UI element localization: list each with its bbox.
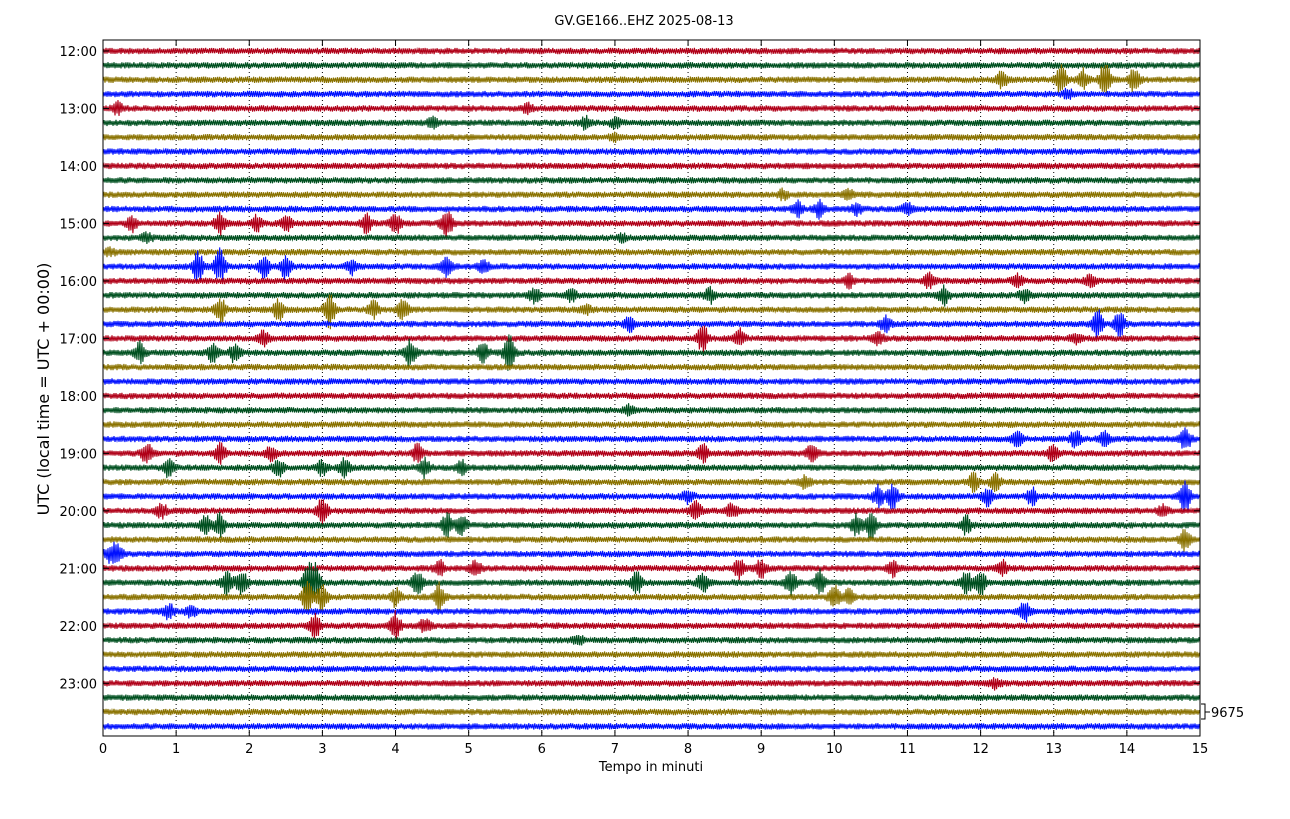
y-axis-label: UTC (local time = UTC + 00:00) [34,263,53,516]
trace-row-1900 [102,441,1201,465]
trace-row-1545 [102,247,1201,282]
trace-row-2200 [102,610,1201,642]
trace-row-2045 [102,541,1201,564]
x-tick-label: 5 [465,742,473,757]
y-tick-label: 17:00 [60,332,97,347]
x-tick-label: 6 [538,742,546,757]
trace-row-2230 [102,650,1201,659]
trace-row-1215 [102,61,1201,70]
scale-bar-label: 9675 [1211,706,1244,721]
x-tick-label: 10 [826,742,843,757]
x-tick-label: 9 [757,742,765,757]
trace-row-1615 [102,284,1201,307]
x-tick-label: 13 [1045,742,1062,757]
trace-row-1815 [102,403,1201,417]
y-tick-label: 21:00 [60,562,97,577]
trace-row-1400 [102,161,1201,170]
trace-row-1915 [102,456,1201,480]
trace-row-1800 [102,391,1201,400]
trace-row-1515 [102,231,1201,245]
trace-row-1300 [102,100,1201,116]
x-tick-label: 11 [899,742,916,757]
y-tick-label: 20:00 [60,505,97,520]
trace-row-1330 [102,131,1201,144]
trace-row-1845 [102,427,1201,449]
x-tick-label: 3 [318,742,326,757]
trace-row-2245 [102,664,1201,673]
trace-row-2330 [102,707,1201,717]
trace-row-2300 [102,677,1201,691]
y-tick-label: 23:00 [60,677,97,692]
trace-row-2100 [102,558,1201,581]
x-axis-ticks: 0 1 2 3 4 5 6 7 8 9 10 11 12 13 14 15 [99,40,1208,757]
seismic-traces [102,46,1201,731]
x-tick-label: 1 [172,742,180,757]
x-tick-label: 2 [245,742,253,757]
trace-row-1745 [102,377,1201,386]
trace-row-2315 [102,693,1201,702]
trace-row-1945 [102,480,1201,514]
y-tick-label: 19:00 [60,447,97,462]
x-tick-label: 0 [99,742,107,757]
trace-row-2130 [102,580,1201,615]
y-tick-label: 18:00 [60,390,97,405]
trace-row-1200 [102,46,1201,56]
trace-row-1230 [102,64,1201,95]
y-tick-label: 12:00 [60,45,97,60]
trace-row-1445 [102,198,1201,220]
x-axis-label: Tempo in minuti [598,760,703,775]
y-tick-label: 22:00 [60,620,97,635]
trace-row-2015 [102,511,1201,541]
trace-row-1315 [102,114,1201,131]
y-tick-label: 16:00 [60,275,97,290]
trace-row-2115 [102,561,1201,603]
trace-row-2145 [102,602,1201,623]
trace-row-1630 [102,294,1201,330]
trace-row-1715 [102,334,1201,371]
grid-lines [175,40,1128,736]
trace-row-1245 [102,87,1201,100]
trace-row-1430 [102,187,1201,202]
trace-row-1530 [102,246,1201,258]
trace-row-1830 [102,420,1201,429]
y-tick-label: 15:00 [60,217,97,232]
y-tick-label: 14:00 [60,160,97,175]
trace-row-1645 [102,309,1201,339]
trace-row-2345 [102,722,1201,731]
trace-row-1730 [102,363,1201,372]
trace-row-1700 [102,325,1201,354]
trace-row-2215 [102,635,1201,646]
x-tick-label: 7 [611,742,619,757]
trace-row-1415 [102,176,1201,185]
trace-row-1345 [102,147,1201,156]
plot-frame [102,39,1201,737]
chart-title: GV.GE166..EHZ 2025-08-13 [554,14,733,29]
amplitude-scale-bar: 9675 [1201,703,1244,721]
trace-row-2030 [102,529,1201,552]
trace-row-1600 [102,271,1201,290]
y-tick-label: 13:00 [60,102,97,117]
x-tick-label: 12 [972,742,989,757]
x-tick-label: 8 [684,742,692,757]
trace-row-2000 [102,499,1201,527]
y-axis-ticks: 12:00 13:00 14:00 15:00 16:00 17:00 18:00 19:00… [60,45,1200,692]
x-tick-label: 15 [1192,742,1209,757]
trace-row-1500 [102,211,1201,241]
x-tick-label: 4 [391,742,399,757]
x-tick-label: 14 [1119,742,1136,757]
trace-row-1930 [102,471,1201,493]
